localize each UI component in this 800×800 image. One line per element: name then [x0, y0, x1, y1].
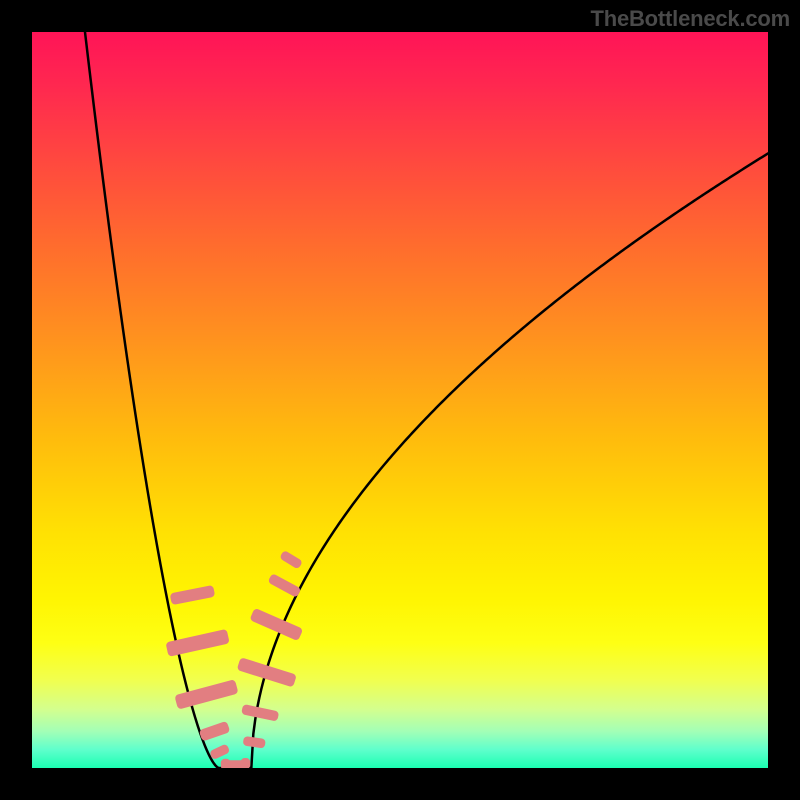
plot-area [32, 32, 768, 768]
chart-container: TheBottleneck.com [0, 0, 800, 800]
watermark-text: TheBottleneck.com [590, 6, 790, 32]
marker-pill [241, 758, 251, 768]
plot-svg [32, 32, 768, 768]
gradient-background [32, 32, 768, 768]
